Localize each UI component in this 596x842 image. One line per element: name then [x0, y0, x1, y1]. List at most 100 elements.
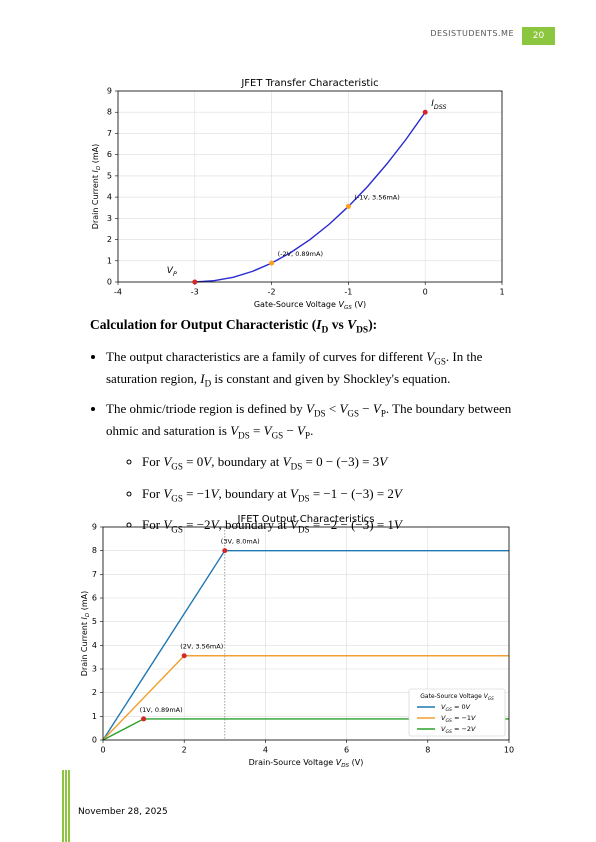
- text-run: = −2: [182, 517, 211, 533]
- y-tick-label: 5: [107, 171, 112, 180]
- y-tick-label: 9: [107, 87, 112, 96]
- body: Calculation for Output Characteristic ( I…: [90, 316, 520, 548]
- math-subscript: D: [85, 612, 91, 617]
- point-marker: [269, 260, 275, 266]
- text-run: (3V, 8.0mA): [221, 538, 260, 546]
- y-tick-label: 8: [92, 546, 97, 555]
- math-subscript: DS: [238, 431, 250, 442]
- text-run: ):: [368, 317, 378, 332]
- math-symbol: V: [393, 485, 402, 501]
- math-symbol: V: [441, 714, 446, 722]
- sub-bullet: For VGS = 0V, boundary at VDS = 0 − (−3)…: [142, 453, 520, 476]
- y-tick-label: 4: [107, 193, 112, 202]
- legend-title: Gate-Source Voltage VGS: [420, 693, 494, 701]
- math-symbol: V: [379, 454, 388, 470]
- footer-rule: [62, 770, 64, 842]
- math-subscript: DS: [290, 461, 303, 472]
- text-run: (V): [349, 758, 363, 767]
- y-tick-label: 2: [92, 688, 97, 697]
- text-run: , boundary at: [211, 454, 283, 470]
- plot-area: [118, 91, 502, 282]
- sub-list: For VGS = 0V, boundary at VDS = 0 − (−3)…: [106, 453, 520, 539]
- text-run: (-1V, 3.56mA): [354, 193, 399, 201]
- math-symbol: V: [441, 703, 446, 711]
- math-symbol: V: [339, 400, 348, 416]
- math-subscript: GS: [171, 461, 183, 472]
- math-symbol: I: [80, 616, 89, 619]
- text-run: (V): [352, 300, 366, 309]
- math-symbol: V: [297, 423, 305, 439]
- x-tick-label: 4: [263, 746, 268, 755]
- text-run: Drain Current: [80, 619, 89, 676]
- text-run: The ohmic/triode region is defined by: [106, 400, 307, 416]
- point-marker: [181, 653, 187, 659]
- math-symbol: V: [282, 454, 291, 470]
- text-run: (-2V, 0.89mA): [278, 250, 323, 258]
- math-subscript: D: [96, 165, 102, 170]
- text-run: vs: [328, 317, 348, 332]
- text-run: For: [142, 454, 164, 470]
- text-run: For: [142, 517, 164, 533]
- math-symbol: V: [471, 714, 476, 722]
- point-label: IDSS: [431, 99, 446, 111]
- chart-title: JFET Transfer Characteristic: [240, 78, 378, 89]
- y-tick-label: 6: [107, 150, 112, 159]
- y-tick-label: 6: [92, 594, 97, 603]
- y-tick-label: 0: [107, 278, 112, 287]
- x-tick-label: 0: [423, 288, 428, 297]
- math-subscript: GS: [488, 696, 494, 701]
- text-run: is constant and given by Shockley's equa…: [211, 371, 451, 387]
- text-run: <: [325, 400, 340, 416]
- text-run: , boundary at: [218, 485, 290, 501]
- text-run: = 0 − (−3) = 3: [302, 454, 380, 470]
- math-symbol: I: [200, 371, 205, 387]
- y-axis-label: Drain Current ID (mA): [91, 144, 102, 230]
- chart: 0 1 2 3 4 5 6 7 8 9 0 2 4 6 8 10 (3V, 8.0mA) (2V, 3.56mA)…: [80, 514, 515, 769]
- text-run: = −1: [182, 485, 211, 501]
- bullet: The ohmic/triode region is defined by VD…: [106, 400, 520, 539]
- math-subscript: DS: [356, 325, 369, 336]
- math-subscript: DS: [297, 524, 310, 535]
- text-run: . The boundary between ohmic and saturat…: [106, 400, 512, 439]
- math-subscript: P: [380, 408, 386, 419]
- footer-rule: [68, 770, 70, 842]
- math-subscript: GS: [445, 729, 452, 735]
- legend-label: VGS = −2V: [441, 725, 476, 735]
- x-axis-label: Drain-Source Voltage VDS (V): [249, 758, 364, 769]
- footer-rule: [65, 770, 67, 842]
- y-tick-label: 2: [107, 235, 112, 244]
- text-run: .: [310, 423, 314, 439]
- math-subscript: D: [204, 378, 212, 389]
- text-run: = 0: [452, 703, 466, 711]
- math-symbol: V: [393, 517, 402, 533]
- math-symbol: V: [306, 400, 314, 416]
- math-symbol: V: [484, 693, 489, 700]
- point-label: (1V, 0.89mA): [140, 706, 183, 714]
- point-marker: [192, 279, 198, 285]
- text-run: For: [142, 485, 164, 501]
- plot-frame: [102, 526, 510, 741]
- y-axis-label: Drain Current ID (mA): [80, 591, 91, 677]
- text-run: Calculation for Output Characteristic (: [90, 317, 317, 332]
- text-run: −: [359, 400, 373, 416]
- math-subscript: DS: [297, 493, 310, 504]
- y-tick-label: 5: [92, 617, 97, 626]
- x-tick-label: -3: [191, 288, 199, 297]
- text-run: −: [283, 423, 298, 439]
- sub-bullet: For VGS = −1V, boundary at VDS = −1 − (−…: [142, 485, 520, 508]
- text-run: = −1: [452, 714, 471, 722]
- text-run: Gate-Source Voltage: [254, 300, 339, 309]
- math-symbol: V: [426, 348, 435, 364]
- math-symbol: V: [163, 517, 172, 533]
- math-symbol: V: [336, 758, 342, 767]
- text-run: =: [249, 423, 264, 439]
- math-subscript: GS: [171, 524, 183, 535]
- y-tick-label: 7: [92, 570, 97, 579]
- math-subscript: D: [321, 325, 329, 336]
- point-label: (-2V, 0.89mA): [278, 250, 323, 258]
- x-tick-label: -1: [344, 288, 352, 297]
- data-line: [194, 111, 426, 283]
- plot-frame: [117, 90, 503, 283]
- text-run: . In the saturation region,: [106, 348, 483, 387]
